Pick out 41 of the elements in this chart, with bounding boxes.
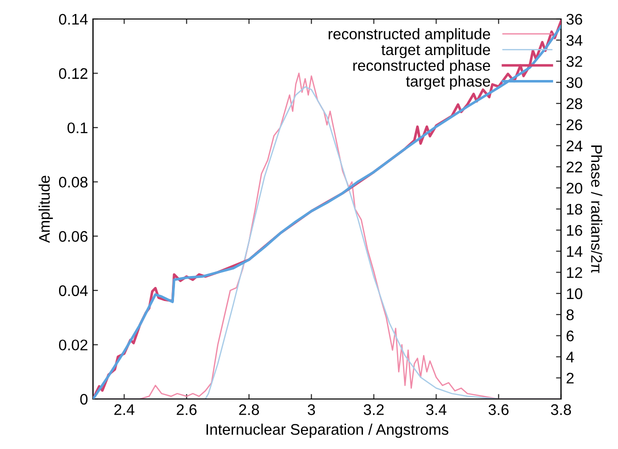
- legend-label: reconstructed phase: [353, 60, 490, 74]
- x-tick-label: 3.6: [488, 404, 509, 416]
- legend-label: target phase: [406, 75, 490, 90]
- x-tick-label: 3.4: [426, 404, 446, 416]
- y2-tick-label: 18: [567, 204, 582, 215]
- x-axis-title: Internuclear Separation / Angstroms: [206, 424, 448, 438]
- y2-tick-label: 26: [566, 119, 582, 130]
- y-tick-label: 0.06: [59, 231, 88, 242]
- y2-tick-label: 22: [566, 162, 582, 172]
- y2-tick-label: 24: [566, 140, 582, 152]
- y2-tick-label: 34: [566, 34, 582, 46]
- y-tick-label: 0.12: [59, 68, 88, 79]
- y2-tick-label: 30: [566, 77, 582, 88]
- legend-label: reconstructed amplitude: [328, 28, 490, 42]
- y-tick-label: 0: [80, 394, 88, 405]
- y2-tick-label: 8: [566, 309, 574, 320]
- y2-tick-label: 16: [567, 224, 582, 236]
- y2-axis-title: Phase / radians/2π: [591, 146, 602, 274]
- y-tick-label: 0.14: [59, 14, 88, 25]
- y-tick-label: 0.04: [59, 285, 88, 296]
- x-tick-label: 3: [308, 404, 315, 416]
- x-tick-label: 2.8: [239, 404, 259, 416]
- y2-tick-label: 12: [567, 267, 582, 278]
- y-tick-label: 0.02: [59, 340, 88, 350]
- x-tick-label: 3.2: [364, 404, 384, 416]
- y2-tick-label: 36: [566, 14, 582, 25]
- y-tick-label: 0.1: [68, 122, 88, 134]
- x-tick-label: 2.6: [176, 404, 197, 416]
- y2-tick-label: 28: [566, 98, 582, 110]
- y-tick-label: 0.08: [59, 176, 88, 188]
- legend-label: target amplitude: [381, 44, 490, 58]
- y2-tick-label: 14: [567, 246, 582, 257]
- x-tick-label: 3.8: [550, 404, 571, 416]
- y2-tick-label: 2: [566, 372, 574, 384]
- y2-tick-label: 32: [566, 56, 582, 67]
- x-tick-label: 2.4: [114, 404, 134, 415]
- y-axis-title: Amplitude: [38, 176, 53, 243]
- y2-tick-label: 20: [566, 182, 582, 194]
- y2-tick-label: 6: [566, 330, 574, 342]
- y2-tick-label: 4: [566, 352, 574, 362]
- y2-tick-label: 10: [567, 288, 582, 300]
